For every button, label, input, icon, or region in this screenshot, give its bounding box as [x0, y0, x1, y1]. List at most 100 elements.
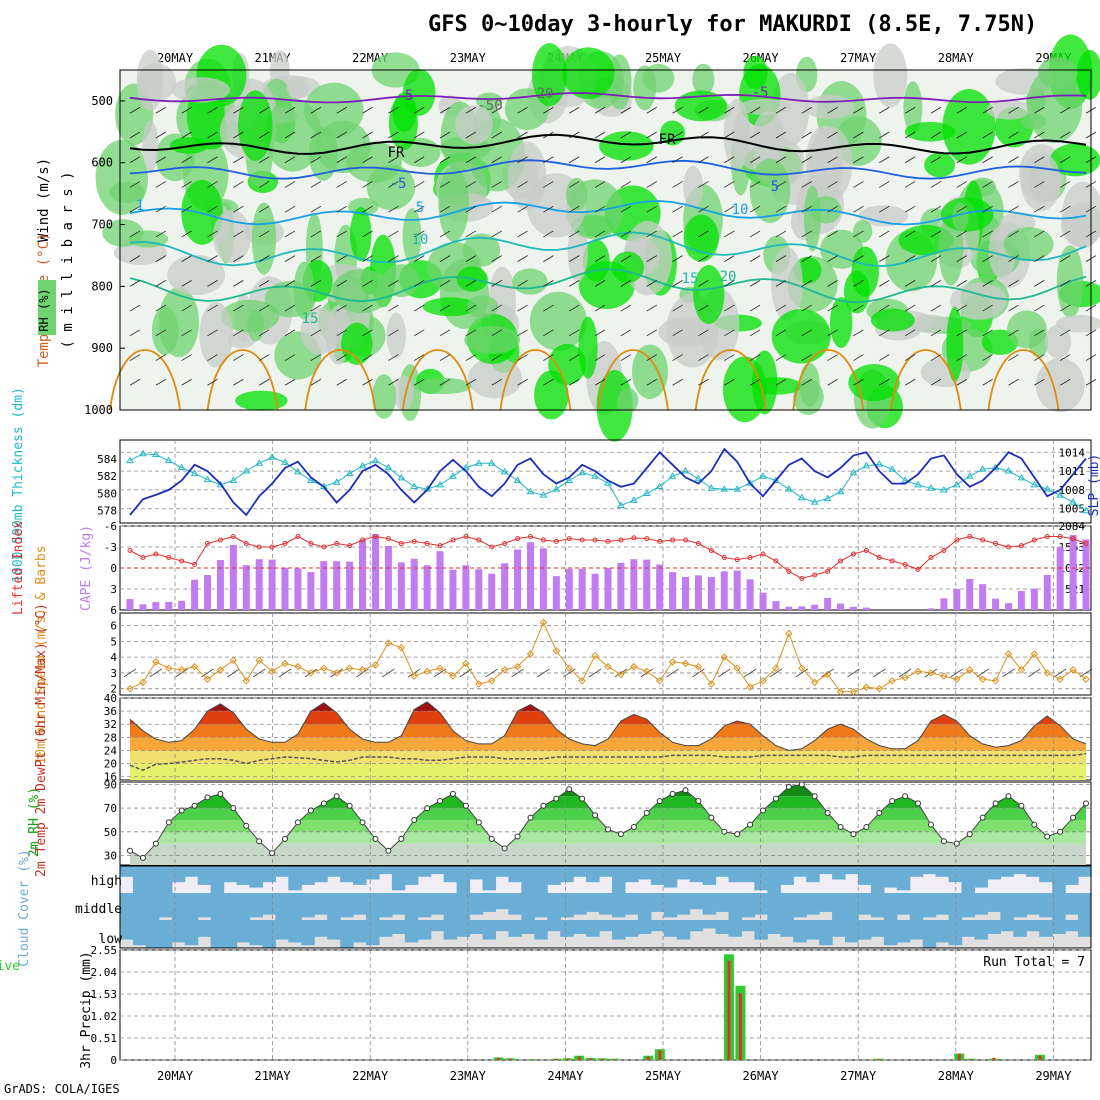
rh-ytick: 50 — [104, 826, 117, 839]
wind-barb — [879, 255, 890, 262]
wind-barb — [646, 378, 657, 386]
wind-barb — [801, 181, 812, 188]
wind-barb — [620, 181, 632, 188]
wind-barb — [956, 181, 968, 188]
cloud-cell — [391, 866, 406, 891]
li-point — [760, 551, 766, 557]
rh-point — [1070, 814, 1077, 821]
wind-barb — [801, 230, 812, 238]
wind-barb — [904, 329, 916, 337]
thickness-point — [500, 467, 509, 475]
cape-bar — [126, 599, 134, 610]
cloud-cell — [1000, 866, 1014, 877]
surface-wind-barb — [563, 668, 576, 678]
cloud-cell — [236, 920, 251, 943]
wind-barb — [853, 230, 864, 238]
wind-barb — [155, 304, 167, 312]
cape-bar — [178, 600, 186, 610]
wind-speed-point — [694, 662, 703, 671]
wind-barb — [258, 156, 270, 164]
temp-ytick: 20 — [104, 758, 117, 771]
wind-barb — [982, 280, 993, 287]
wind-barb — [233, 255, 244, 262]
x-label-bottom: 27MAY — [840, 1069, 877, 1083]
cloud-cell — [314, 920, 328, 937]
cape-bar — [824, 597, 832, 610]
li-point — [850, 551, 856, 557]
cloud-cell — [780, 920, 794, 937]
wind-barb — [930, 131, 942, 139]
cloud-cell — [482, 893, 497, 912]
cloud-cell — [275, 893, 289, 920]
wind-barb — [491, 354, 502, 361]
wind-barb — [982, 106, 993, 114]
wind-barb — [1034, 329, 1045, 337]
thickness-point — [268, 453, 276, 460]
wind-barb — [388, 106, 399, 114]
surface-wind-barb — [1002, 668, 1015, 678]
surface-wind-barb — [227, 668, 240, 678]
rh-shade — [904, 121, 956, 142]
wind-barb — [698, 131, 709, 139]
wind-barb — [749, 354, 761, 361]
li-point — [825, 569, 831, 574]
wind-barb — [1034, 230, 1045, 238]
thickness-point — [1030, 480, 1039, 488]
rh-point — [1057, 828, 1064, 835]
rh-shade — [95, 139, 149, 215]
cloud-cell — [676, 893, 691, 915]
cape-bar — [953, 589, 961, 610]
thickness-point — [513, 476, 522, 483]
wind-barb — [517, 378, 528, 386]
temp-contour-25 — [889, 349, 962, 411]
wind-barb — [620, 230, 632, 238]
wind-barb — [879, 280, 890, 287]
wind-barb — [956, 280, 968, 287]
wind-barb — [569, 205, 580, 213]
rh-point — [372, 835, 379, 842]
cape-bar — [798, 606, 806, 610]
wind-barb — [233, 106, 244, 114]
rh-shade — [567, 222, 588, 283]
rh-point — [475, 819, 482, 826]
rh-shade — [382, 264, 421, 297]
rh-point — [514, 833, 521, 840]
wind-barb — [310, 230, 322, 238]
wind-speed-point — [565, 664, 573, 672]
wind-speed-point — [1043, 669, 1051, 677]
cape-bar — [449, 569, 457, 610]
wind-barb — [439, 156, 451, 164]
rh-point — [966, 831, 973, 838]
surface-wind-barb — [950, 668, 964, 678]
profile-ytick: 900 — [91, 341, 113, 355]
cloud-cell — [430, 893, 445, 915]
wind-barb — [879, 156, 890, 164]
wind-barb — [465, 255, 477, 262]
thickness-point — [849, 468, 858, 476]
wind-barb — [724, 354, 735, 361]
cloud-cell — [120, 866, 134, 877]
cloud-cell — [547, 866, 561, 885]
thickness-point — [681, 467, 690, 474]
precip-convective-bar — [497, 1057, 501, 1060]
wind-barb — [362, 131, 373, 139]
surface-wind-barb — [511, 668, 524, 678]
cape-bar — [772, 601, 780, 610]
wind-barb — [284, 156, 296, 164]
wind-barb — [801, 354, 812, 361]
wind-barb — [388, 280, 399, 287]
thickness-point — [345, 469, 354, 477]
rh-point — [798, 781, 805, 788]
rh-shade — [402, 69, 436, 116]
cloud-cell — [663, 866, 678, 888]
cloud-cell — [314, 866, 328, 883]
wind-barb — [181, 205, 192, 213]
rh-shade — [942, 88, 996, 165]
wind-barb — [569, 255, 580, 262]
rh-shade — [422, 297, 478, 317]
li-point — [489, 544, 495, 550]
thickness-point — [1069, 498, 1077, 505]
cloud-cell — [974, 866, 989, 888]
cloud-cell — [236, 893, 251, 920]
rh-point — [320, 800, 327, 807]
